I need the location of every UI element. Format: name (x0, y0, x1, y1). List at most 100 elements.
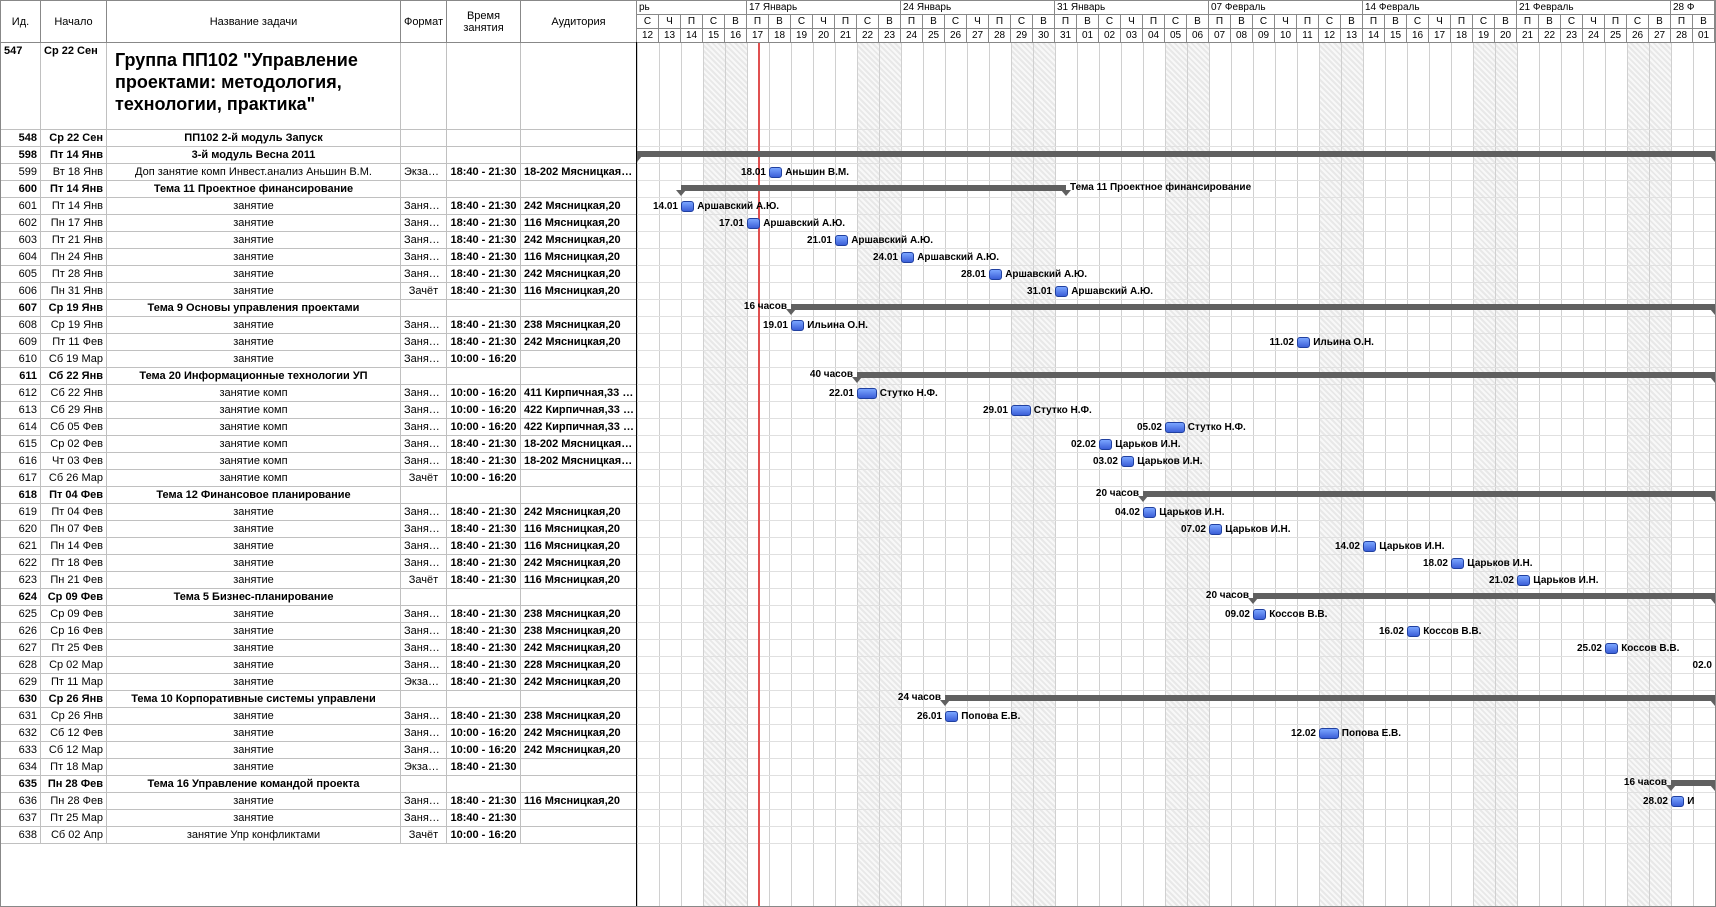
task-bar[interactable]: 04.02Царьков И.Н. (1143, 507, 1156, 518)
cell-time: 18:40 - 21:30 (447, 793, 521, 809)
table-row[interactable]: 630Ср 26 ЯнвТема 10 Корпоративные систем… (1, 691, 636, 708)
timeline-daynum-cell: 01 (1693, 29, 1715, 43)
table-row[interactable]: 637Пт 25 МарзанятиеЗанятие18:40 - 21:30 (1, 810, 636, 827)
task-bar[interactable]: 14.01Аршавский А.Ю. (681, 201, 694, 212)
table-row[interactable]: 617Сб 26 Марзанятие компЗачёт10:00 - 16:… (1, 470, 636, 487)
col-header-format[interactable]: Формат (401, 1, 447, 42)
table-row[interactable]: 610Сб 19 МарзанятиеЗанятие10:00 - 16:20 (1, 351, 636, 368)
task-bar[interactable]: 24.01Аршавский А.Ю. (901, 252, 914, 263)
table-row[interactable]: 601Пт 14 ЯнвзанятиеЗанятие18:40 - 21:302… (1, 198, 636, 215)
cell-aud: 116 Мясницкая,20 (521, 215, 636, 231)
table-row[interactable]: 627Пт 25 ФевзанятиеЗанятие18:40 - 21:302… (1, 640, 636, 657)
summary-bar[interactable]: 20 часов (1253, 593, 1715, 599)
task-bar[interactable]: 28.02И (1671, 796, 1684, 807)
cell-name: Тема 12 Финансовое планирование (107, 487, 401, 503)
task-bar[interactable]: 29.01Стутко Н.Ф. (1011, 405, 1031, 416)
table-row[interactable]: 547Ср 22 СенГруппа ПП102 "Управление про… (1, 43, 636, 130)
task-bar[interactable]: 28.01Аршавский А.Ю. (989, 269, 1002, 280)
cell-start: Ср 02 Фев (41, 436, 107, 452)
table-row[interactable]: 598Пт 14 Янв3-й модуль Весна 2011 (1, 147, 636, 164)
task-bar[interactable]: 22.01Стутко Н.Ф. (857, 388, 877, 399)
task-bar[interactable]: 18.02Царьков И.Н. (1451, 558, 1464, 569)
timeline-dow-cell: В (1385, 15, 1407, 29)
table-row[interactable]: 605Пт 28 ЯнвзанятиеЗанятие18:40 - 21:302… (1, 266, 636, 283)
table-row[interactable]: 607Ср 19 ЯнвТема 9 Основы управления про… (1, 300, 636, 317)
table-row[interactable]: 628Ср 02 МарзанятиеЗанятие18:40 - 21:302… (1, 657, 636, 674)
table-row[interactable]: 633Сб 12 МарзанятиеЗанятие10:00 - 16:202… (1, 742, 636, 759)
table-row[interactable]: 631Ср 26 ЯнвзанятиеЗанятие18:40 - 21:302… (1, 708, 636, 725)
table-row[interactable]: 548Ср 22 СенПП102 2-й модуль Запуск (1, 130, 636, 147)
table-row[interactable]: 603Пт 21 ЯнвзанятиеЗанятие18:40 - 21:302… (1, 232, 636, 249)
summary-bar[interactable]: 16 часов (1671, 780, 1715, 786)
task-bar[interactable]: 09.02Коссов В.В. (1253, 609, 1266, 620)
task-bar[interactable]: 17.01Аршавский А.Ю. (747, 218, 760, 229)
task-bar[interactable]: 21.01Аршавский А.Ю. (835, 235, 848, 246)
task-label-right: И (1687, 796, 1694, 807)
task-bar[interactable]: 11.02Ильина О.Н. (1297, 337, 1310, 348)
table-row[interactable]: 612Сб 22 Янвзанятие компЗанятие10:00 - 1… (1, 385, 636, 402)
cell-aud: 18-202 Мясницкая,18 (521, 453, 636, 469)
table-row[interactable]: 629Пт 11 МарзанятиеЭкзамен18:40 - 21:302… (1, 674, 636, 691)
table-row[interactable]: 623Пн 21 ФевзанятиеЗачёт18:40 - 21:30116… (1, 572, 636, 589)
cell-start: Пт 14 Янв (41, 198, 107, 214)
timeline-dow-cell: В (923, 15, 945, 29)
col-header-start[interactable]: Начало (41, 1, 107, 42)
task-bar[interactable]: 12.02Попова Е.В. (1319, 728, 1339, 739)
task-label-left: 02.0 (1693, 660, 1712, 671)
summary-bar[interactable]: 16 часов (791, 304, 1715, 310)
col-header-id[interactable]: Ид. (1, 1, 41, 42)
table-row[interactable]: 602Пн 17 ЯнвзанятиеЗанятие18:40 - 21:301… (1, 215, 636, 232)
summary-bar[interactable]: 40 часов (857, 372, 1715, 378)
table-row[interactable]: 619Пт 04 ФевзанятиеЗанятие18:40 - 21:302… (1, 504, 636, 521)
task-bar[interactable]: 16.02Коссов В.В. (1407, 626, 1420, 637)
task-bar[interactable]: 25.02Коссов В.В. (1605, 643, 1618, 654)
task-bar[interactable]: 14.02Царьков И.Н. (1363, 541, 1376, 552)
table-row[interactable]: 613Сб 29 Янвзанятие компЗанятие10:00 - 1… (1, 402, 636, 419)
table-row[interactable]: 615Ср 02 Февзанятие компЗанятие18:40 - 2… (1, 436, 636, 453)
task-bar[interactable]: 19.01Ильина О.Н. (791, 320, 804, 331)
gantt-chart[interactable]: рь17 Январь24 Январь31 Январь07 Февраль1… (637, 1, 1715, 906)
table-row[interactable]: 611Сб 22 ЯнвТема 20 Информационные техно… (1, 368, 636, 385)
table-row[interactable]: 632Сб 12 ФевзанятиеЗанятие10:00 - 16:202… (1, 725, 636, 742)
table-row[interactable]: 618Пт 04 ФевТема 12 Финансовое планирова… (1, 487, 636, 504)
col-header-name[interactable]: Название задачи (107, 1, 401, 42)
table-row[interactable]: 620Пн 07 ФевзанятиеЗанятие18:40 - 21:301… (1, 521, 636, 538)
gantt-row (637, 810, 1715, 827)
table-row[interactable]: 621Пн 14 ФевзанятиеЗанятие18:40 - 21:301… (1, 538, 636, 555)
summary-bar[interactable]: сов (637, 151, 1715, 157)
summary-bar[interactable]: Тема 11 Проектное финансирование (681, 185, 1066, 191)
table-row[interactable]: 636Пн 28 ФевзанятиеЗанятие18:40 - 21:301… (1, 793, 636, 810)
task-bar[interactable]: 05.02Стутко Н.Ф. (1165, 422, 1185, 433)
task-bar[interactable]: 03.02Царьков И.Н. (1121, 456, 1134, 467)
table-row[interactable]: 608Ср 19 ЯнвзанятиеЗанятие18:40 - 21:302… (1, 317, 636, 334)
table-row[interactable]: 635Пн 28 ФевТема 16 Управление командой … (1, 776, 636, 793)
task-bar[interactable]: 21.02Царьков И.Н. (1517, 575, 1530, 586)
table-row[interactable]: 604Пн 24 ЯнвзанятиеЗанятие18:40 - 21:301… (1, 249, 636, 266)
table-row[interactable]: 638Сб 02 Апрзанятие Упр конфликтамиЗачёт… (1, 827, 636, 844)
task-bar[interactable]: 07.02Царьков И.Н. (1209, 524, 1222, 535)
summary-bar[interactable]: 24 часов (945, 695, 1715, 701)
timeline-dow-cell: В (1187, 15, 1209, 29)
table-row[interactable]: 634Пт 18 МарзанятиеЭкзамен18:40 - 21:30 (1, 759, 636, 776)
table-row[interactable]: 600Пт 14 ЯнвТема 11 Проектное финансиров… (1, 181, 636, 198)
cell-name: занятие (107, 623, 401, 639)
table-row[interactable]: 616Чт 03 Февзанятие компЗанятие18:40 - 2… (1, 453, 636, 470)
cell-aud (521, 368, 636, 384)
cell-name: занятие (107, 759, 401, 775)
task-table-body[interactable]: 547Ср 22 СенГруппа ПП102 "Управление про… (1, 43, 636, 906)
table-row[interactable]: 626Ср 16 ФевзанятиеЗанятие18:40 - 21:302… (1, 623, 636, 640)
task-bar[interactable]: 31.01Аршавский А.Ю. (1055, 286, 1068, 297)
table-row[interactable]: 599Вт 18 ЯнвДоп занятие комп Инвест.анал… (1, 164, 636, 181)
task-bar[interactable]: 18.01Аньшин В.М. (769, 167, 782, 178)
col-header-time[interactable]: Время занятия (447, 1, 521, 42)
task-bar[interactable]: 02.02Царьков И.Н. (1099, 439, 1112, 450)
task-bar[interactable]: 26.01Попова Е.В. (945, 711, 958, 722)
table-row[interactable]: 622Пт 18 ФевзанятиеЗанятие18:40 - 21:302… (1, 555, 636, 572)
summary-bar[interactable]: 20 часовТема 12 Финансовое план (1143, 491, 1715, 497)
table-row[interactable]: 624Ср 09 ФевТема 5 Бизнес-планирование (1, 589, 636, 606)
table-row[interactable]: 609Пт 11 ФевзанятиеЗанятие18:40 - 21:302… (1, 334, 636, 351)
table-row[interactable]: 606Пн 31 ЯнвзанятиеЗачёт18:40 - 21:30116… (1, 283, 636, 300)
col-header-aud[interactable]: Аудитория (521, 1, 637, 42)
table-row[interactable]: 625Ср 09 ФевзанятиеЗанятие18:40 - 21:302… (1, 606, 636, 623)
table-row[interactable]: 614Сб 05 Февзанятие компЗанятие10:00 - 1… (1, 419, 636, 436)
